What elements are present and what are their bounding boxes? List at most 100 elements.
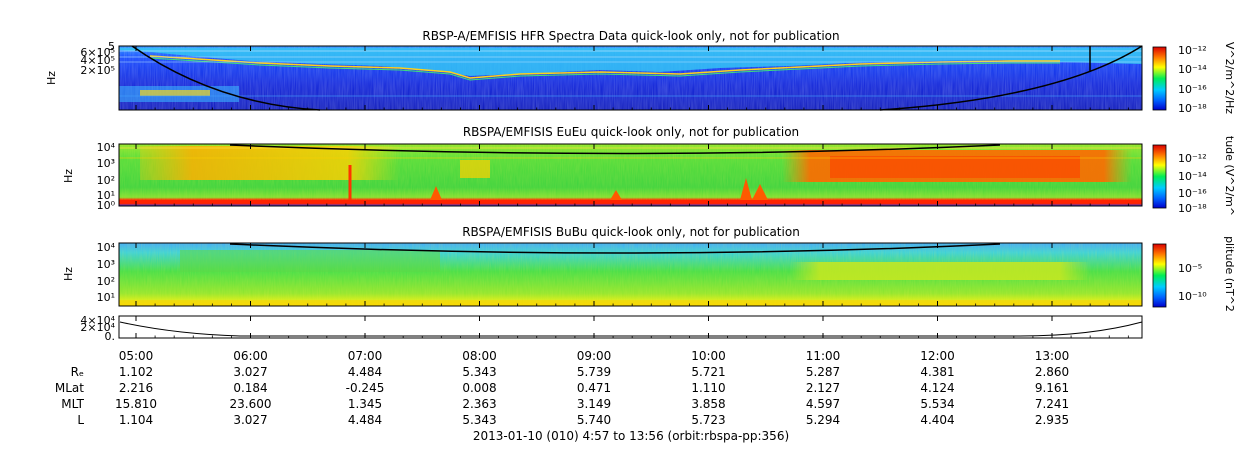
ephemeris-value: 5.723 — [691, 413, 725, 427]
colorbar-tick: 10⁻¹² — [1178, 152, 1207, 165]
ephemeris-value: 4.381 — [920, 365, 954, 379]
ephemeris-value: 0.008 — [462, 381, 496, 395]
ephemeris-value: 1.104 — [119, 413, 153, 427]
time-label: 13:00 — [1035, 349, 1070, 363]
ephemeris-value: 4.124 — [920, 381, 954, 395]
colorbar-label: V^2/m^2/Hz — [1223, 42, 1236, 114]
colorbar-tick: 10⁻¹⁸ — [1178, 202, 1207, 215]
ephemeris-value: 2.860 — [1035, 365, 1069, 379]
ephemeris-value: 1.102 — [119, 365, 153, 379]
panel3-title: RBSPA/EMFISIS BuBu quick-look only, not … — [462, 225, 800, 239]
footer-caption: 2013-01-10 (010) 4:57 to 13:56 (orbit:rb… — [473, 429, 789, 443]
panel2-title: RBSPA/EMFISIS EuEu quick-look only, not … — [463, 125, 799, 139]
colorbar-tick: 10⁻¹² — [1178, 44, 1207, 57]
panel3-ylabel: Hz — [62, 267, 75, 281]
panel2-ytick: 10² — [97, 174, 115, 187]
time-label: 11:00 — [806, 349, 841, 363]
panel3-colorbar: 10⁻⁵ 10⁻¹⁰ plitude (nT^2 — [1152, 236, 1236, 312]
ephemeris-value: 5.740 — [577, 413, 611, 427]
ephemeris-value: 15.810 — [115, 397, 157, 411]
panel2-ytick: 10⁴ — [97, 141, 116, 154]
panel3-ytick: 10¹ — [97, 291, 115, 304]
ephemeris-value: 0.184 — [233, 381, 267, 395]
colorbar-tick: 10⁻¹⁴ — [1178, 170, 1207, 183]
ephemeris-value: 5.343 — [462, 413, 496, 427]
panel1-ytick: 2×10⁵ — [80, 64, 115, 77]
ephemeris-value: 2.127 — [806, 381, 840, 395]
ephemeris-value: 5.534 — [920, 397, 954, 411]
ephemeris-value: 3.858 — [691, 397, 725, 411]
panel4-ytick: 0. — [105, 330, 116, 343]
ephemeris-value: 3.027 — [233, 413, 267, 427]
time-label: 05:00 — [119, 349, 154, 363]
ephemeris-value: 7.241 — [1035, 397, 1069, 411]
ephemeris-value: 5.294 — [806, 413, 840, 427]
time-label: 09:00 — [577, 349, 612, 363]
panel1-colorbar: 10⁻¹² 10⁻¹⁴ 10⁻¹⁶ 10⁻¹⁸ V^2/m^2/Hz — [1152, 42, 1236, 115]
ephemeris-value: 3.149 — [577, 397, 611, 411]
colorbar-label: plitude (nT^2 — [1223, 236, 1236, 312]
panel2-ytick: 10⁰ — [97, 199, 116, 212]
ephemeris-value: 23.600 — [230, 397, 272, 411]
panel4-line — [119, 321, 1143, 337]
ephemeris-value: -0.245 — [346, 381, 385, 395]
ephemeris-value: 1.345 — [348, 397, 382, 411]
colorbar-tick: 10⁻⁵ — [1178, 262, 1202, 275]
panel4-y-axis: 4×10⁴ 2×10⁴ 0. — [80, 314, 115, 343]
panel1-title: RBSP-A/EMFISIS HFR Spectra Data quick-lo… — [422, 29, 839, 43]
ephemeris-value: 4.484 — [348, 365, 382, 379]
time-label: 08:00 — [462, 349, 497, 363]
ephemeris-value: 5.721 — [691, 365, 725, 379]
panel1-ylabel: Hz — [45, 71, 58, 85]
ephemeris-value: 5.343 — [462, 365, 496, 379]
time-label: 12:00 — [920, 349, 955, 363]
ephemeris-value: 9.161 — [1035, 381, 1069, 395]
panel1-ytick: 4×10⁵ — [80, 54, 115, 67]
ephemeris-row-label: MLT — [61, 397, 84, 411]
panel2-colorbar: 10⁻¹² 10⁻¹⁴ 10⁻¹⁶ 10⁻¹⁸ tude (V^2/m^ — [1152, 136, 1236, 216]
panel1-ytick: 6×10⁵ — [80, 46, 115, 59]
panel3-y-axis: 10⁴ 10³ 10² 10¹ Hz — [62, 241, 116, 304]
colorbar-tick: 10⁻¹⁶ — [1178, 83, 1207, 96]
panel2-ytick: 10¹ — [97, 189, 115, 202]
panel2-ylabel: Hz — [62, 169, 75, 183]
ephemeris-row-label: Rₑ — [71, 365, 84, 379]
colorbar-label: tude (V^2/m^ — [1223, 136, 1236, 216]
panel2-ytick: 10³ — [97, 157, 115, 170]
panel1-ytick: 5 — [108, 40, 115, 53]
ephemeris-value: 3.027 — [233, 365, 267, 379]
panel1-spectrogram — [119, 45, 1143, 111]
ephemeris-value: 4.484 — [348, 413, 382, 427]
panel3-frame — [118, 242, 1143, 307]
panel4-ytick: 2×10⁴ — [80, 321, 115, 334]
ephemeris-value: 4.597 — [806, 397, 840, 411]
panel3-ytick: 10² — [97, 275, 115, 288]
time-label: 06:00 — [233, 349, 268, 363]
ephemeris-value: 0.471 — [577, 381, 611, 395]
colorbar-tick: 10⁻¹⁴ — [1178, 63, 1207, 76]
panel2-frame — [118, 143, 1143, 207]
colorbar-tick: 10⁻¹⁰ — [1178, 290, 1207, 303]
colorbar-tick: 10⁻¹⁶ — [1178, 187, 1207, 200]
time-ticks — [135, 46, 1129, 338]
ephemeris-row-label: MLat — [55, 381, 84, 395]
ephemeris-value: 4.404 — [920, 413, 954, 427]
panel3-spectrogram — [119, 243, 1142, 306]
ephemeris-value: 2.363 — [462, 397, 496, 411]
panel1-frame — [118, 45, 1143, 111]
panel4-ytick: 4×10⁴ — [80, 314, 115, 327]
ephemeris-table: 05:00 06:00 07:00 08:00 09:00 10:00 11:00 12:00… — [55, 349, 1069, 427]
ephemeris-value: 2.935 — [1035, 413, 1069, 427]
ephemeris-value: 5.739 — [577, 365, 611, 379]
panel1-y-axis: 5 6×10⁵ 4×10⁵ 2×10⁵ Hz — [45, 40, 115, 85]
ephemeris-row-label: L — [77, 413, 84, 427]
ephemeris-value: 2.216 — [119, 381, 153, 395]
colorbar-tick: 10⁻¹⁸ — [1178, 102, 1207, 115]
time-label: 07:00 — [348, 349, 383, 363]
ephemeris-value: 5.287 — [806, 365, 840, 379]
panel4-frame — [118, 315, 1143, 339]
panel3-ytick: 10⁴ — [97, 241, 116, 254]
ephemeris-value: 1.110 — [691, 381, 725, 395]
panel3-ytick: 10³ — [97, 258, 115, 271]
